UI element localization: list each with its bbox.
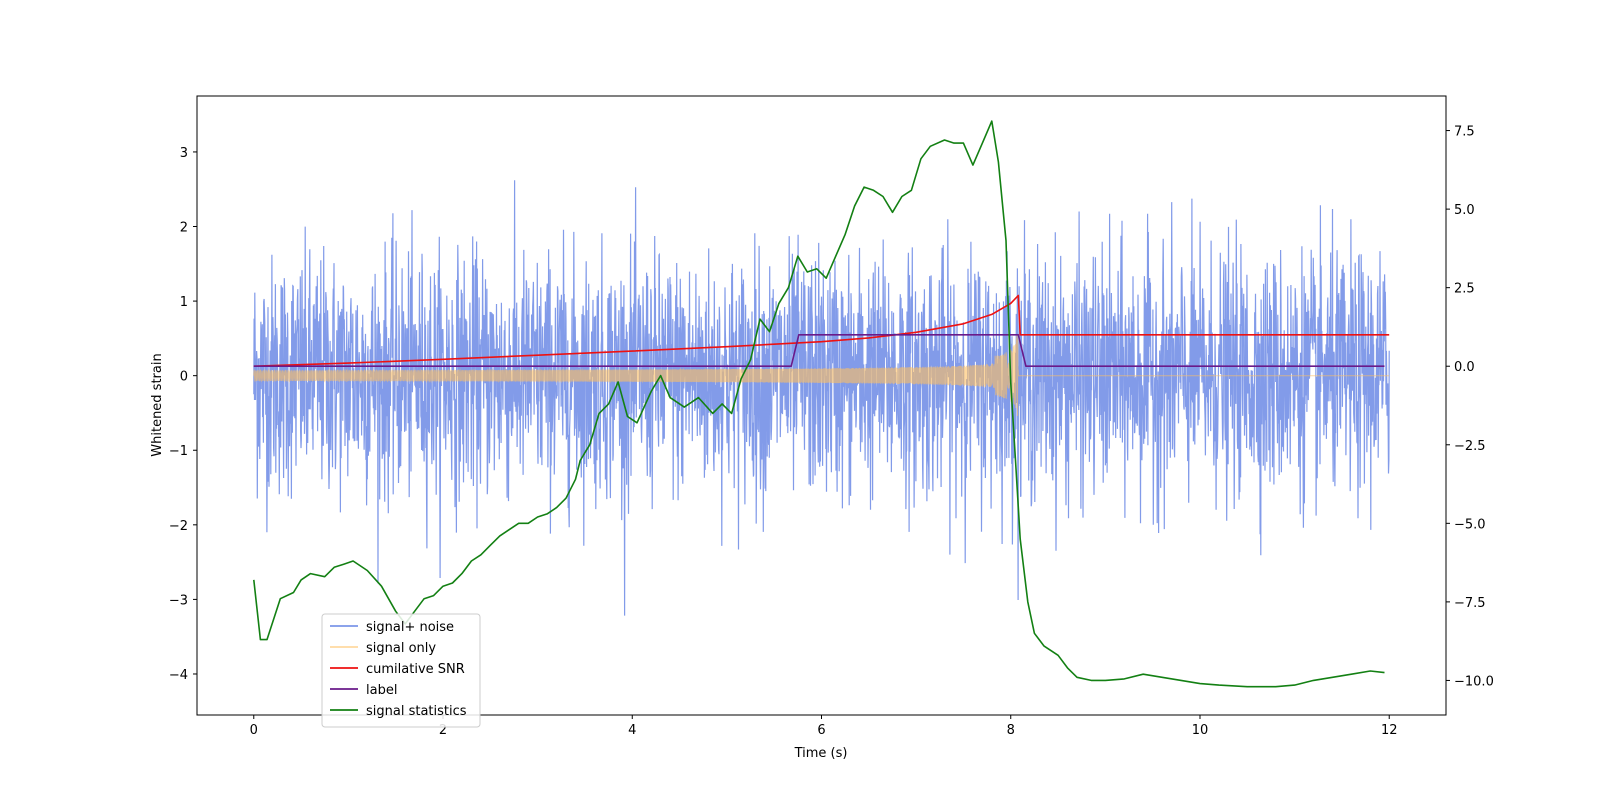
- series-layer: [253, 120, 1390, 688]
- x-tick-label: 10: [1192, 723, 1209, 738]
- y-right-tick-label: 7.5: [1454, 125, 1475, 140]
- y-left-tick-label: 3: [180, 146, 188, 161]
- legend: signal+ noise signal only cumilative SNR la…: [321, 613, 481, 728]
- y-right-tick-label: −10.0: [1454, 674, 1494, 689]
- x-tick-label: 12: [1381, 723, 1398, 738]
- series-signal-noise-line: [253, 180, 1390, 616]
- y-right-tick-label: −5.0: [1454, 517, 1486, 532]
- y-left-tick-label: −3: [169, 593, 188, 608]
- y-right-tick-label: 5.0: [1454, 203, 1475, 218]
- series-cumilative-snr-line: [253, 294, 1390, 367]
- y-right-tick-label: −2.5: [1454, 439, 1486, 454]
- y-left-tick-label: −4: [169, 668, 188, 683]
- series-signal-only-line: [253, 334, 1390, 416]
- legend-entry: signal only: [366, 641, 436, 656]
- legend-entry: signal+ noise: [366, 620, 454, 635]
- x-tick-label: 6: [817, 723, 825, 738]
- y-axis-right: −10.0 −7.5 −5.0 −2.5 0.0 2.5 5.0 7.5: [1446, 125, 1494, 689]
- y-axis-left: −4 −3 −2 −1 0 1 2 3: [169, 146, 197, 683]
- series-signal-statistics-line: [253, 120, 1385, 688]
- y-left-tick-label: 2: [180, 221, 188, 236]
- y-left-tick-label: −1: [169, 444, 188, 459]
- y-left-tick-label: 0: [180, 370, 188, 385]
- y-axis-label: Whitened strain: [150, 353, 165, 456]
- y-left-tick-label: 1: [180, 295, 188, 310]
- y-right-tick-label: 2.5: [1454, 282, 1475, 297]
- y-right-tick-label: −7.5: [1454, 596, 1486, 611]
- x-tick-label: 4: [628, 723, 636, 738]
- y-left-tick-label: −2: [169, 519, 188, 534]
- y-right-tick-label: 0.0: [1454, 360, 1475, 375]
- x-tick-label: 0: [250, 723, 258, 738]
- plot-area: [196, 95, 1447, 716]
- legend-entry: label: [366, 683, 397, 698]
- legend-entry: signal statistics: [366, 704, 467, 719]
- x-tick-label: 2: [439, 723, 447, 738]
- series-label-line: [253, 334, 1385, 367]
- x-axis-label: Time (s): [794, 746, 848, 761]
- legend-entry: cumilative SNR: [366, 662, 465, 677]
- x-tick-label: 8: [1007, 723, 1015, 738]
- legend-box: [321, 613, 481, 728]
